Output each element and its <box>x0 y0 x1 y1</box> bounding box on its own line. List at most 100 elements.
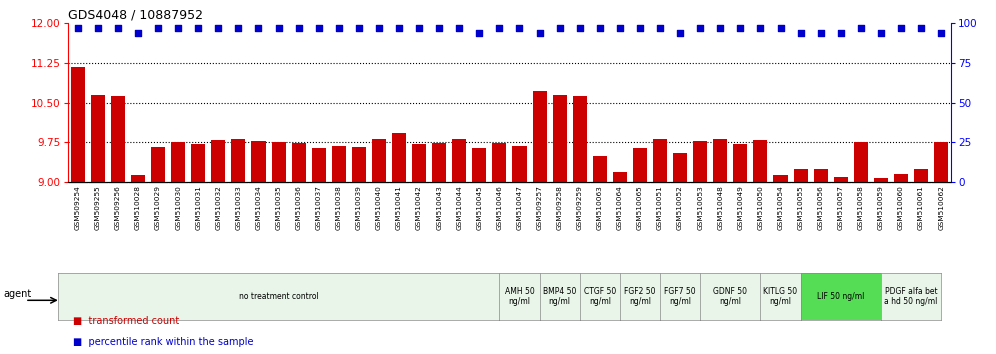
Point <box>391 25 407 31</box>
Text: GSM509254: GSM509254 <box>75 185 81 230</box>
Text: GDNF 50
ng/ml: GDNF 50 ng/ml <box>713 287 747 306</box>
Point <box>70 25 86 31</box>
Text: GSM510056: GSM510056 <box>818 185 824 230</box>
Point <box>331 25 347 31</box>
Text: GSM510059: GSM510059 <box>877 185 883 230</box>
Point <box>913 25 929 31</box>
Point <box>90 25 106 31</box>
Point <box>431 25 447 31</box>
Text: PDGF alfa bet
a hd 50 ng/ml: PDGF alfa bet a hd 50 ng/ml <box>884 287 937 306</box>
Point <box>251 25 267 31</box>
Text: ■  percentile rank within the sample: ■ percentile rank within the sample <box>73 337 253 347</box>
Text: GSM510065: GSM510065 <box>637 185 643 230</box>
Text: GSM510035: GSM510035 <box>276 185 282 230</box>
Text: GSM509255: GSM509255 <box>95 185 101 230</box>
Point <box>170 25 186 31</box>
Point <box>451 25 467 31</box>
Text: GSM510054: GSM510054 <box>778 185 784 230</box>
Bar <box>713 139 727 182</box>
Bar <box>332 146 346 182</box>
Text: GSM510045: GSM510045 <box>476 185 482 230</box>
Point <box>110 25 125 31</box>
Text: GSM510063: GSM510063 <box>597 185 603 230</box>
Bar <box>533 91 547 182</box>
Text: GSM510034: GSM510034 <box>255 185 262 230</box>
Bar <box>151 147 165 182</box>
Text: GSM510060: GSM510060 <box>898 185 904 230</box>
Bar <box>814 169 828 182</box>
Text: no treatment control: no treatment control <box>239 292 319 301</box>
Point <box>893 25 909 31</box>
Text: GSM510029: GSM510029 <box>155 185 161 230</box>
Point <box>351 25 367 31</box>
Point <box>612 25 627 31</box>
Point <box>652 25 668 31</box>
Bar <box>452 139 466 182</box>
Text: GSM510040: GSM510040 <box>375 185 381 230</box>
Text: GSM510046: GSM510046 <box>496 185 502 230</box>
Point <box>632 25 648 31</box>
Bar <box>693 141 707 182</box>
Text: FGF2 50
ng/ml: FGF2 50 ng/ml <box>624 287 655 306</box>
Text: AMH 50
ng/ml: AMH 50 ng/ml <box>505 287 535 306</box>
Text: GSM510055: GSM510055 <box>798 185 804 230</box>
Point <box>692 25 708 31</box>
Text: GSM510058: GSM510058 <box>858 185 864 230</box>
Point <box>311 25 327 31</box>
Text: GSM510061: GSM510061 <box>918 185 924 230</box>
Text: GSM510052: GSM510052 <box>677 185 683 230</box>
Bar <box>191 143 205 182</box>
Bar <box>632 148 647 182</box>
Point <box>491 25 507 31</box>
Text: GSM510050: GSM510050 <box>757 185 764 230</box>
Point <box>752 25 768 31</box>
Bar <box>492 143 506 182</box>
Text: GSM510028: GSM510028 <box>135 185 141 230</box>
Bar <box>392 133 406 182</box>
Text: ■  transformed count: ■ transformed count <box>73 316 179 326</box>
Point <box>371 25 386 31</box>
Bar <box>774 175 788 182</box>
Bar <box>292 143 306 182</box>
Point <box>552 25 568 31</box>
Text: GSM510064: GSM510064 <box>617 185 622 230</box>
Text: FGF7 50
ng/ml: FGF7 50 ng/ml <box>664 287 696 306</box>
Text: GSM510037: GSM510037 <box>316 185 322 230</box>
Bar <box>573 96 587 182</box>
Text: GSM509256: GSM509256 <box>115 185 121 230</box>
Text: GSM510053: GSM510053 <box>697 185 703 230</box>
Text: GSM510048: GSM510048 <box>717 185 723 230</box>
Bar <box>613 172 626 182</box>
Point <box>291 25 307 31</box>
Point <box>732 25 748 31</box>
Bar <box>753 140 768 182</box>
Point <box>230 25 246 31</box>
Text: GSM510038: GSM510038 <box>336 185 342 230</box>
Text: GSM510030: GSM510030 <box>175 185 181 230</box>
Bar <box>131 175 145 182</box>
Text: GSM509258: GSM509258 <box>557 185 563 230</box>
Bar <box>251 141 266 182</box>
Text: GSM510044: GSM510044 <box>456 185 462 230</box>
Bar <box>312 148 326 182</box>
Point <box>210 25 226 31</box>
Point <box>793 30 809 35</box>
Text: GSM509259: GSM509259 <box>577 185 583 230</box>
Text: GDS4048 / 10887952: GDS4048 / 10887952 <box>68 9 203 22</box>
Text: GSM510039: GSM510039 <box>356 185 362 230</box>
Text: GSM510049: GSM510049 <box>737 185 743 230</box>
Bar <box>873 178 887 182</box>
Bar <box>372 139 386 182</box>
Point <box>471 30 487 35</box>
Text: GSM510042: GSM510042 <box>416 185 422 230</box>
Text: CTGF 50
ng/ml: CTGF 50 ng/ml <box>584 287 616 306</box>
Bar <box>914 169 928 182</box>
Point <box>853 25 869 31</box>
Bar <box>673 153 687 182</box>
Point <box>512 25 528 31</box>
Point <box>833 30 849 35</box>
Point <box>411 25 427 31</box>
Point <box>592 25 608 31</box>
Bar <box>272 143 286 182</box>
Point <box>773 25 789 31</box>
